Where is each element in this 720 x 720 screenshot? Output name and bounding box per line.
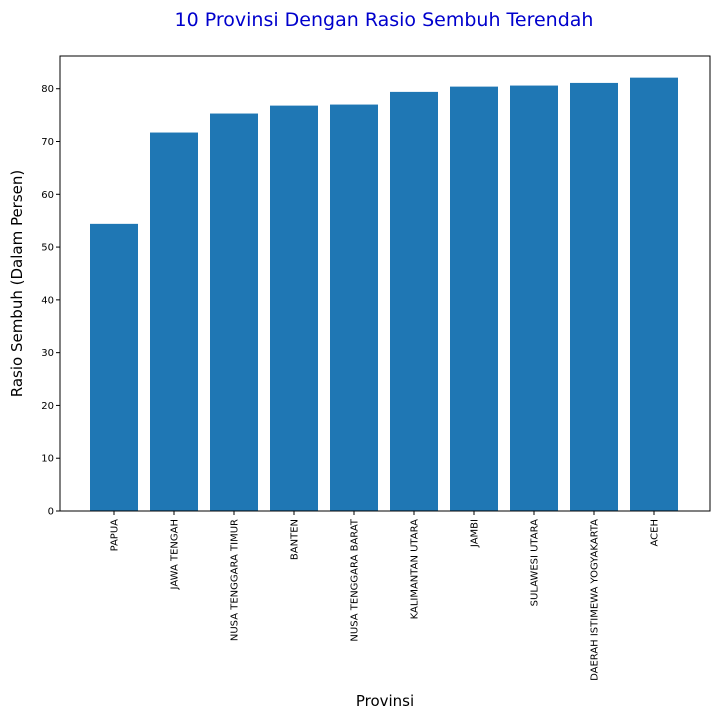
bar-banten	[270, 105, 318, 511]
x-tick-label: SULAWESI UTARA	[530, 519, 541, 606]
y-axis: 0 10 20 30 40 50 60 70 80	[41, 84, 60, 518]
chart-title: 10 Provinsi Dengan Rasio Sembuh Terendah	[175, 9, 594, 31]
bar-daerah-istimewa-yogyakarta	[570, 82, 618, 511]
y-tick-label: 50	[41, 243, 54, 254]
x-tick-label: BANTEN	[290, 519, 301, 560]
x-axis: PAPUA JAWA TENGAH NUSA TENGGARA TIMUR BANTE…	[110, 511, 661, 681]
x-tick-label: NUSA TENGGARA BARAT	[350, 518, 361, 641]
plot-area-frame	[59, 55, 711, 512]
y-axis-label: Rasio Sembuh (Dalam Persen)	[8, 170, 26, 398]
x-tick-label: KALIMANTAN UTARA	[410, 519, 421, 620]
bar-jawa-tengah	[150, 132, 198, 512]
x-tick-label: NUSA TENGGARA TIMUR	[230, 519, 241, 641]
bar-jambi	[450, 86, 498, 511]
y-tick-label: 30	[41, 348, 54, 359]
bar-nusa-tenggara-barat	[330, 104, 378, 511]
bars-group	[90, 77, 678, 512]
x-tick-label: ACEH	[650, 519, 661, 547]
y-tick-label: 40	[41, 295, 54, 306]
bar-nusa-tenggara-timur	[210, 113, 258, 512]
bar-aceh	[630, 77, 678, 511]
y-tick-label: 70	[41, 137, 54, 148]
x-axis-label: Provinsi	[356, 692, 414, 710]
y-tick-label: 20	[41, 401, 54, 412]
y-tick-label: 10	[41, 454, 54, 465]
x-tick-label: JAMBI	[470, 519, 481, 548]
y-tick-label: 80	[41, 84, 54, 95]
x-tick-label: PAPUA	[110, 519, 121, 552]
bar-sulawesi-utara	[510, 85, 558, 511]
y-tick-label: 60	[41, 190, 54, 201]
bar-kalimantan-utara	[390, 91, 438, 511]
y-tick-label: 0	[48, 507, 54, 518]
x-tick-label: DAERAH ISTIMEWA YOGYAKARTA	[590, 519, 601, 681]
x-tick-label: JAWA TENGAH	[170, 519, 181, 590]
bar-papua	[90, 223, 138, 511]
